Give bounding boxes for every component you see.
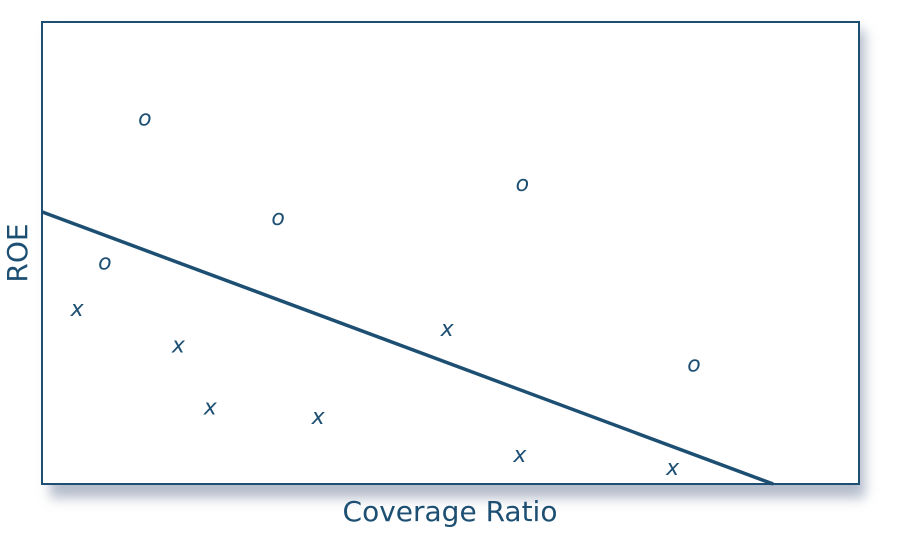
x-marker-3: x bbox=[203, 395, 218, 420]
o-marker-4: o bbox=[516, 172, 529, 197]
x-marker-6: x bbox=[512, 443, 527, 468]
x-marker-2: x bbox=[171, 334, 186, 359]
plot-area bbox=[41, 21, 860, 485]
x-marker-1: x bbox=[70, 297, 85, 322]
o-marker-2: o bbox=[98, 250, 111, 275]
x-axis-label: Coverage Ratio bbox=[343, 495, 558, 528]
x-marker-4: x bbox=[311, 405, 326, 430]
x-marker-5: x bbox=[440, 317, 455, 342]
o-marker-1: o bbox=[138, 107, 151, 132]
o-marker-5: o bbox=[687, 352, 700, 377]
decision-line bbox=[41, 210, 774, 486]
o-marker-3: o bbox=[271, 206, 284, 231]
y-axis-label: ROE bbox=[1, 223, 34, 282]
x-marker-7: x bbox=[665, 456, 680, 481]
